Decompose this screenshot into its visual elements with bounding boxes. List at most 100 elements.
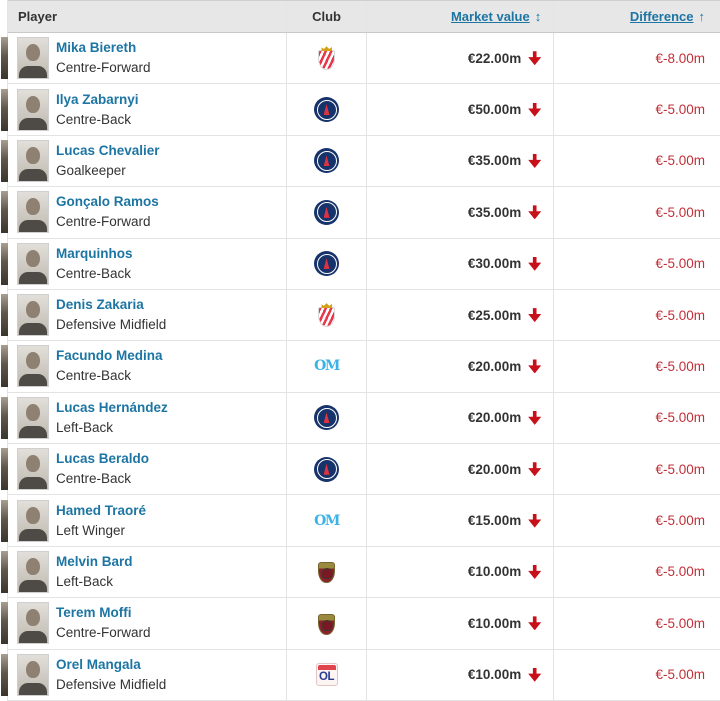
club-logo[interactable] [314, 405, 340, 431]
player-position: Centre-Forward [56, 625, 151, 641]
cropped-photo-sliver [1, 242, 8, 285]
player-name-link[interactable]: Melvin Bard [56, 553, 133, 569]
difference-sort-link[interactable]: Difference [629, 9, 694, 24]
club-logo[interactable] [314, 456, 340, 482]
cropped-photo-sliver [1, 37, 8, 80]
cropped-photo-sliver [1, 448, 8, 491]
cropped-photo-sliver [1, 550, 8, 593]
table-row: Orel Mangala Defensive Midfield OL €10.0… [1, 649, 720, 701]
market-value: €30.00m [467, 256, 522, 272]
player-photo[interactable] [17, 242, 49, 285]
club-logo-text: OM [314, 512, 340, 529]
difference-value: €-5.00m [655, 513, 705, 529]
club-logo[interactable] [314, 148, 340, 174]
club-logo[interactable] [318, 613, 336, 635]
difference-value: €-5.00m [655, 256, 705, 272]
sort-ascending-icon[interactable]: ↑ [698, 9, 706, 24]
player-name-link[interactable]: Mika Biereth [56, 40, 137, 56]
player-position: Defensive Midfield [56, 676, 167, 692]
difference-value: €-5.00m [655, 410, 705, 426]
player-position: Left Winger [56, 522, 126, 538]
player-photo[interactable] [17, 396, 49, 439]
club-logo[interactable] [318, 307, 336, 328]
player-photo[interactable] [17, 294, 49, 337]
cropped-photo-sliver [1, 88, 8, 131]
cropped-photo-sliver [1, 345, 8, 388]
market-value: €35.00m [467, 153, 522, 169]
player-name-link[interactable]: Lucas Beraldo [56, 451, 150, 467]
club-logo[interactable] [314, 251, 340, 277]
player-photo[interactable] [17, 345, 49, 388]
column-header-club: Club [285, 1, 367, 32]
player-photo[interactable] [17, 653, 49, 696]
player-position: Centre-Forward [56, 60, 151, 76]
player-photo[interactable] [17, 550, 49, 593]
player-position: Centre-Back [56, 265, 132, 281]
player-photo[interactable] [17, 88, 49, 131]
sort-both-directions-icon[interactable]: ↕ [534, 9, 542, 24]
trend-down-arrow-icon [528, 359, 542, 374]
trend-down-arrow-icon [528, 616, 542, 631]
market-value: €20.00m [467, 410, 522, 426]
player-name-link[interactable]: Lucas Chevalier [56, 142, 160, 158]
cropped-photo-sliver [1, 139, 8, 182]
player-position: Goalkeeper [56, 162, 126, 178]
club-logo[interactable]: OM [314, 508, 340, 534]
difference-value: €-5.00m [655, 564, 705, 580]
player-name-link[interactable]: Ilya Zabarnyi [56, 91, 139, 107]
player-name-link[interactable]: Orel Mangala [56, 656, 141, 672]
player-position: Centre-Back [56, 471, 132, 487]
table-row: Melvin Bard Left-Back €10.00m €-5.00m [1, 546, 720, 599]
trend-down-arrow-icon [528, 564, 542, 579]
cropped-photo-sliver [1, 396, 8, 439]
difference-value: €-8.00m [655, 50, 705, 66]
table-row: Facundo Medina Centre-Back OM €20.00m €-… [1, 341, 720, 393]
cropped-photo-sliver [1, 499, 8, 542]
market-value: €35.00m [467, 204, 522, 220]
player-photo[interactable] [17, 602, 49, 645]
table-row: Lucas Hernández Left-Back €20.00m €-5.00… [1, 392, 720, 444]
market-value-sort-link[interactable]: Market value [450, 9, 530, 24]
cropped-photo-sliver [1, 602, 8, 645]
trend-down-arrow-icon [528, 205, 542, 220]
player-position: Defensive Midfield [56, 317, 167, 333]
player-position: Centre-Back [56, 111, 132, 127]
table-row: Gonçalo Ramos Centre-Forward €35.00m €-5… [1, 187, 720, 239]
player-photo[interactable] [17, 191, 49, 234]
trend-down-arrow-icon [528, 102, 542, 117]
player-position: Left-Back [56, 419, 114, 435]
club-logo[interactable] [318, 562, 336, 584]
player-name-link[interactable]: Hamed Traoré [56, 502, 147, 518]
difference-value: €-5.00m [655, 153, 705, 169]
difference-value: €-5.00m [655, 102, 705, 118]
club-header-label: Club [312, 9, 341, 24]
player-photo[interactable] [17, 499, 49, 542]
player-name-link[interactable]: Marquinhos [56, 245, 133, 261]
trend-down-arrow-icon [528, 308, 542, 323]
club-logo[interactable]: OL [315, 663, 338, 687]
player-photo[interactable] [17, 139, 49, 182]
difference-value: €-5.00m [655, 358, 705, 374]
player-name-link[interactable]: Lucas Hernández [56, 399, 168, 415]
player-name-link[interactable]: Denis Zakaria [56, 297, 144, 313]
player-name-link[interactable]: Terem Moffi [56, 605, 132, 621]
player-name-link[interactable]: Facundo Medina [56, 348, 163, 364]
player-position: Centre-Back [56, 368, 132, 384]
cropped-photo-sliver [1, 653, 8, 696]
market-value: €25.00m [467, 307, 522, 323]
club-logo[interactable] [318, 50, 336, 71]
difference-value: €-5.00m [655, 615, 705, 631]
trend-down-arrow-icon [528, 667, 542, 682]
difference-value: €-5.00m [655, 204, 705, 220]
club-logo[interactable] [314, 97, 340, 123]
club-logo[interactable] [314, 199, 340, 225]
market-value: €15.00m [467, 513, 522, 529]
market-value: €10.00m [467, 667, 522, 683]
club-logo-text: OL [319, 671, 335, 684]
player-photo[interactable] [17, 448, 49, 491]
club-logo[interactable]: OM [314, 353, 340, 379]
player-name-link[interactable]: Gonçalo Ramos [56, 194, 159, 210]
player-photo[interactable] [17, 37, 49, 80]
